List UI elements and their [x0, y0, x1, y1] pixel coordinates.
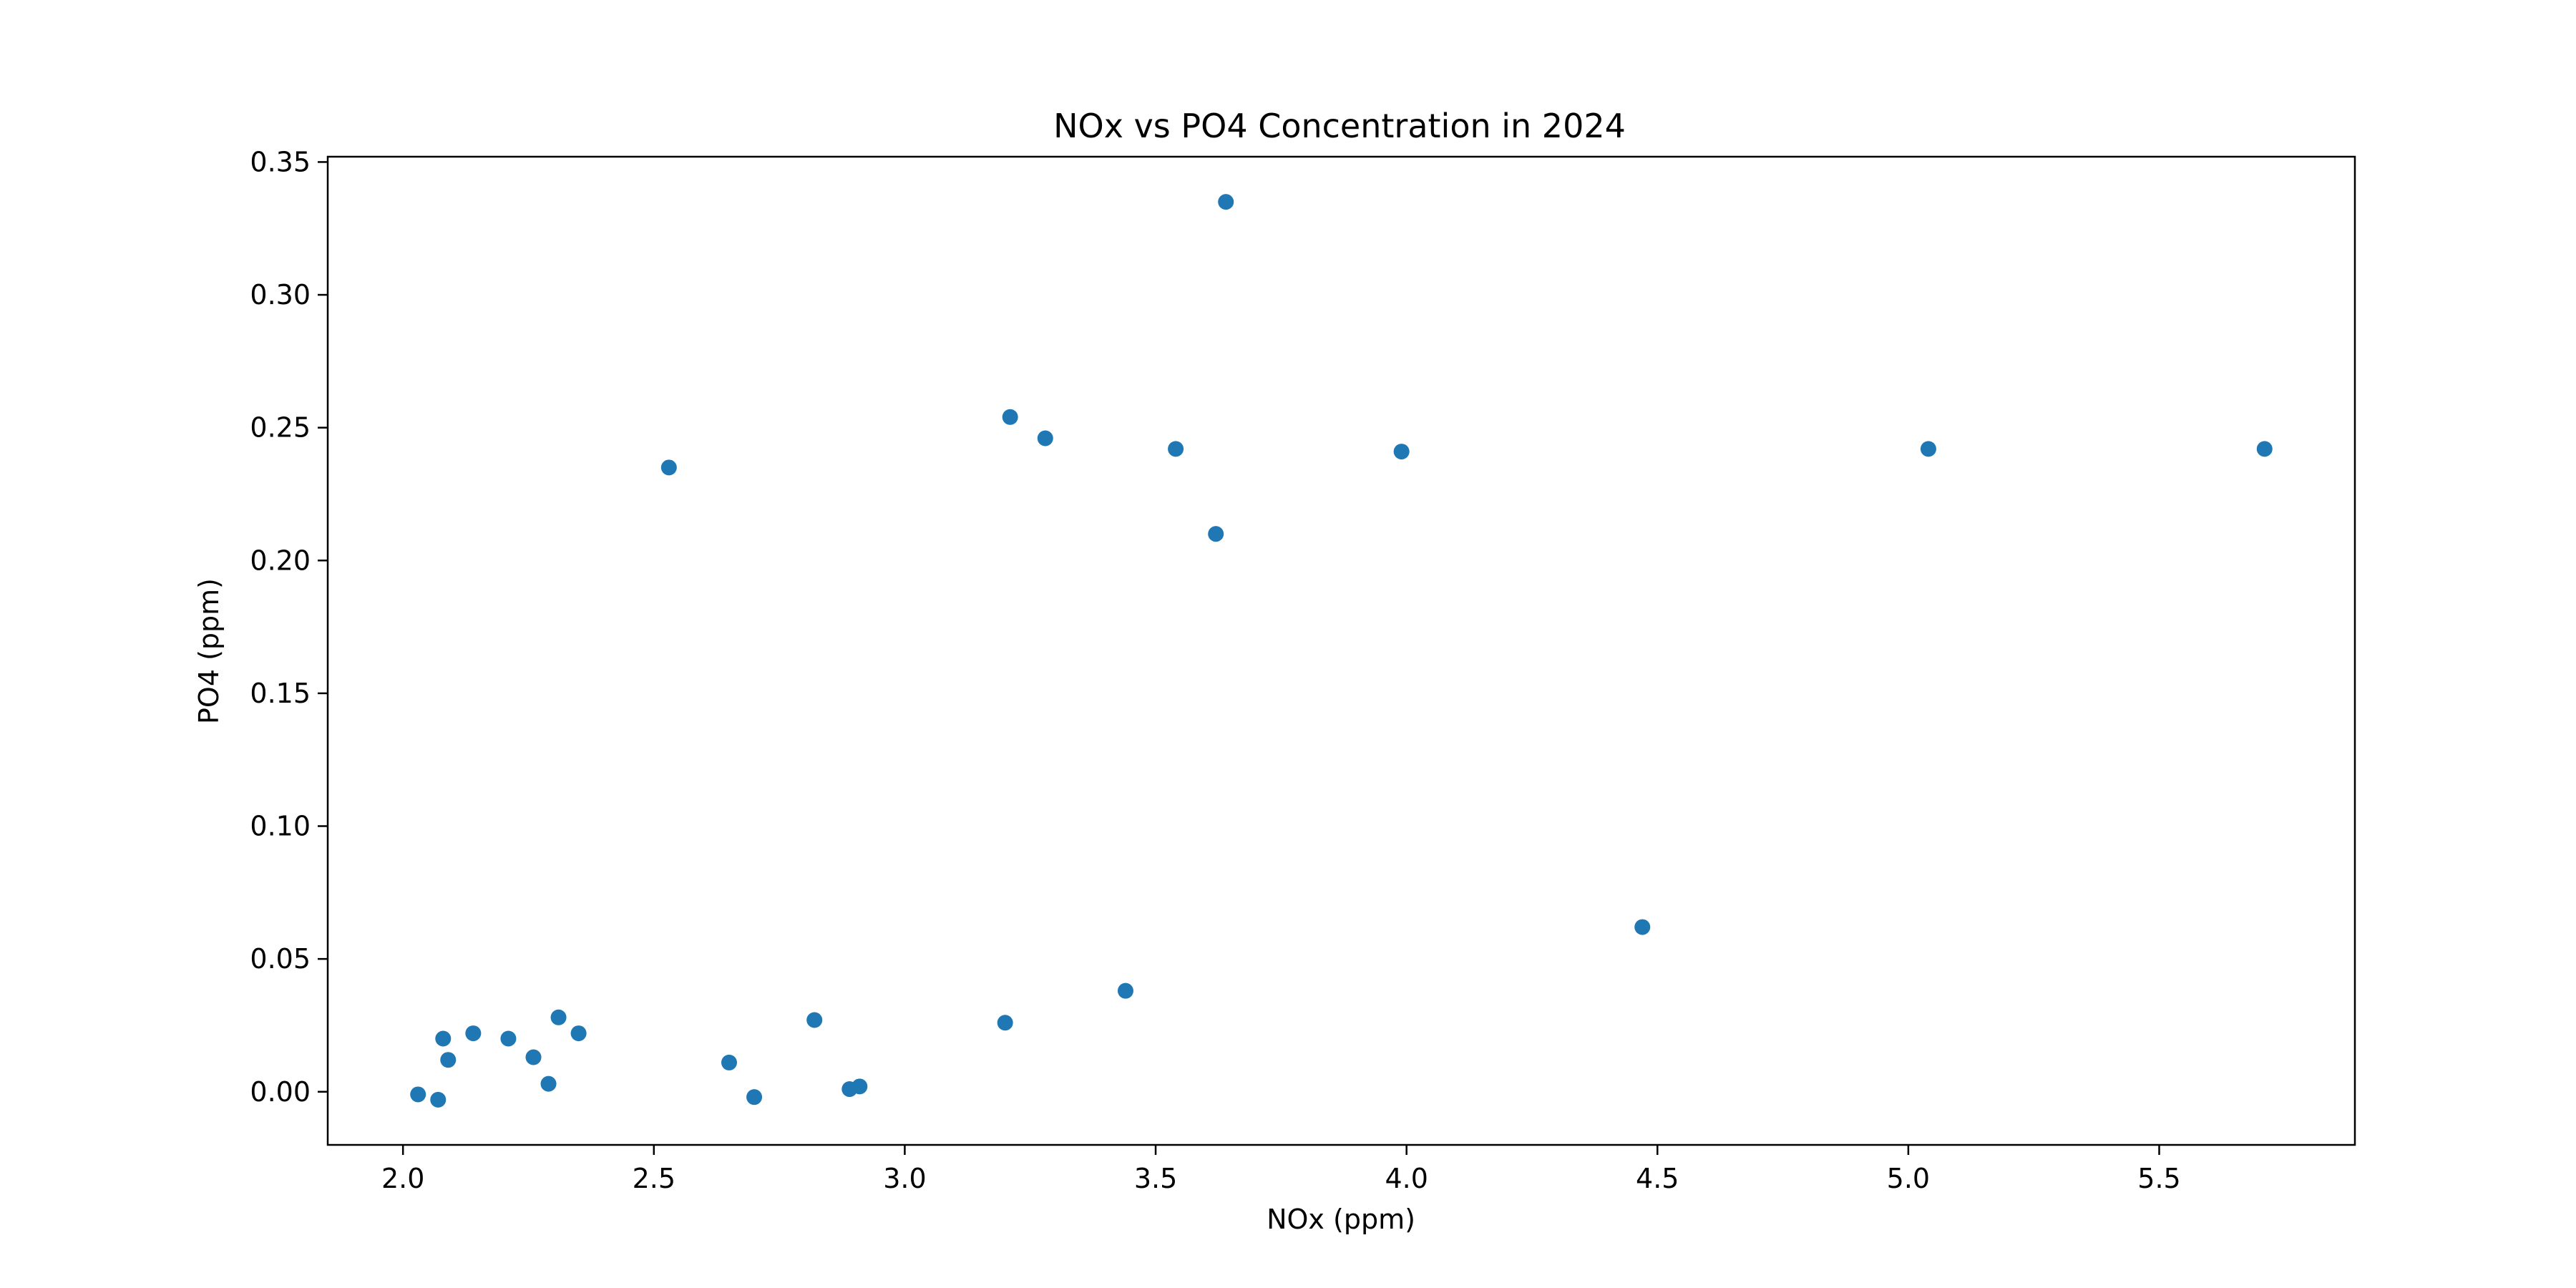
y-axis: 0.00 0.05 0.10 0.15 0.20 0.25 0.30 0.35	[250, 146, 328, 1108]
y-tick-label: 0.15	[250, 678, 311, 709]
data-point	[1634, 919, 1651, 935]
chart-title: NOx vs PO4 Concentration in 2024	[1053, 107, 1626, 145]
y-tick-label: 0.30	[250, 279, 311, 311]
data-point	[1218, 194, 1234, 210]
y-tick-label: 0.05	[250, 943, 311, 975]
y-tick-label: 0.10	[250, 811, 311, 842]
data-point	[1208, 526, 1224, 542]
x-tick-label: 5.5	[2137, 1163, 2180, 1194]
data-point	[806, 1012, 823, 1028]
data-point	[1920, 441, 1936, 457]
data-point	[410, 1086, 426, 1103]
data-point	[1117, 982, 1133, 999]
data-point	[721, 1054, 737, 1070]
data-point	[500, 1030, 517, 1047]
y-tick-label: 0.25	[250, 412, 311, 444]
y-tick-label: 0.20	[250, 545, 311, 576]
x-tick-label: 3.0	[883, 1163, 926, 1194]
data-point	[746, 1089, 763, 1106]
y-axis-label: PO4 (ppm)	[193, 578, 225, 724]
x-axis-label: NOx (ppm)	[1267, 1204, 1415, 1235]
data-point	[465, 1025, 482, 1042]
x-tick-label: 4.0	[1385, 1163, 1428, 1194]
data-point	[997, 1015, 1013, 1031]
data-point	[1168, 441, 1184, 457]
data-point	[430, 1091, 447, 1108]
x-tick-label: 4.5	[1636, 1163, 1679, 1194]
x-tick-label: 2.0	[381, 1163, 424, 1194]
x-tick-label: 5.0	[1887, 1163, 1930, 1194]
data-point	[1002, 409, 1018, 425]
y-tick-label: 0.00	[250, 1076, 311, 1108]
data-point	[525, 1049, 542, 1065]
data-point	[550, 1009, 567, 1025]
data-point	[852, 1078, 868, 1095]
data-point	[660, 459, 677, 476]
plot-frame	[326, 155, 2356, 1146]
x-axis: 2.0 2.5 3.0 3.5 4.0 4.5 5.0 5.5	[381, 1145, 2181, 1194]
data-point	[440, 1052, 457, 1068]
data-point	[540, 1075, 557, 1092]
data-point	[570, 1025, 587, 1042]
scatter-points	[410, 194, 2273, 1108]
data-point	[435, 1030, 452, 1047]
data-point	[1037, 430, 1053, 447]
y-tick-label: 0.35	[250, 146, 311, 177]
data-point	[2256, 441, 2273, 457]
x-tick-label: 3.5	[1134, 1163, 1177, 1194]
data-point	[1393, 444, 1410, 460]
x-tick-label: 2.5	[633, 1163, 675, 1194]
